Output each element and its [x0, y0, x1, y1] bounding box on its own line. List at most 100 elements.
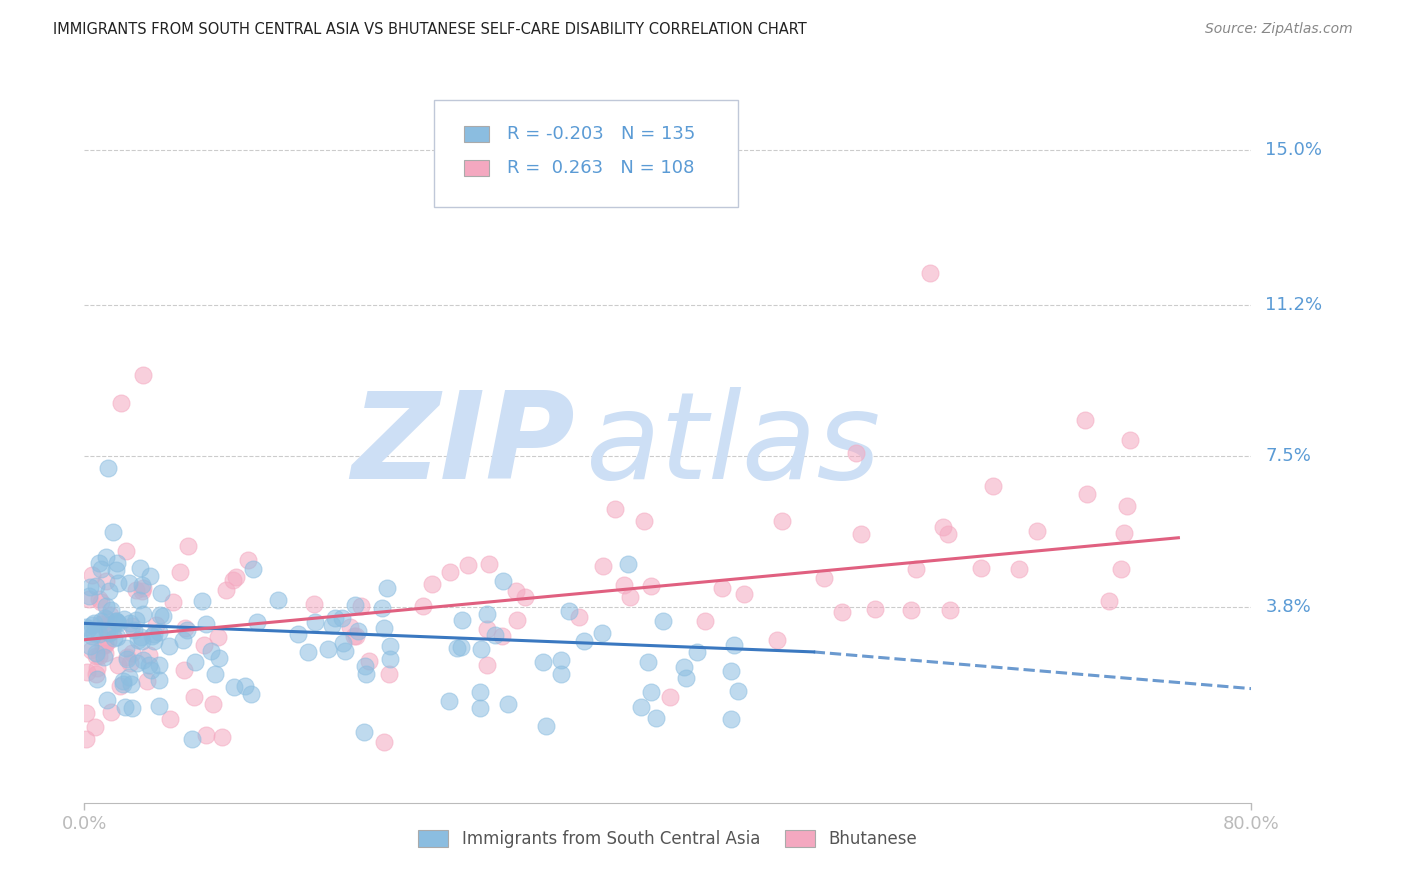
Point: [75, 732, 97, 747]
Point: [765, 632, 787, 647]
Point: [114, 543, 136, 558]
Point: [592, 558, 614, 573]
Point: [148, 607, 170, 622]
Point: [142, 634, 165, 648]
Point: [77, 622, 100, 636]
Point: [98, 608, 121, 623]
Point: [475, 607, 498, 621]
Point: [905, 561, 928, 575]
Point: [550, 667, 572, 681]
Point: [200, 643, 222, 657]
Point: [76, 665, 98, 680]
Point: [96, 624, 118, 638]
Point: [339, 620, 361, 634]
Text: 7.5%: 7.5%: [1265, 447, 1312, 466]
Point: [491, 629, 513, 643]
Point: [1076, 487, 1098, 501]
Point: [118, 656, 141, 670]
Point: [125, 613, 148, 627]
Point: [723, 638, 745, 652]
Point: [112, 612, 135, 626]
Bar: [464, 160, 489, 176]
Point: [89, 627, 111, 641]
Point: [470, 641, 492, 656]
Point: [105, 630, 128, 644]
Point: [173, 621, 195, 635]
Point: [412, 599, 434, 614]
Point: [79, 581, 101, 595]
Point: [142, 626, 165, 640]
Point: [225, 570, 247, 584]
Point: [148, 624, 170, 639]
Point: [235, 679, 257, 693]
Point: [172, 632, 194, 647]
Point: [131, 634, 153, 648]
Point: [149, 586, 172, 600]
Point: [120, 677, 142, 691]
Point: [640, 578, 662, 592]
Point: [686, 645, 709, 659]
Point: [115, 649, 138, 664]
Point: [75, 620, 97, 634]
Point: [107, 658, 129, 673]
Point: [932, 520, 955, 534]
Point: [139, 663, 162, 677]
Point: [103, 631, 125, 645]
Point: [115, 641, 138, 656]
Point: [90, 616, 112, 631]
Point: [105, 615, 128, 629]
Point: [446, 640, 468, 655]
Point: [114, 699, 136, 714]
Point: [378, 652, 401, 666]
Point: [91, 638, 114, 652]
Point: [94, 646, 117, 660]
Point: [505, 584, 527, 599]
Point: [107, 616, 129, 631]
Point: [321, 617, 343, 632]
Point: [693, 615, 716, 629]
Point: [108, 679, 131, 693]
Point: [1109, 562, 1132, 576]
Point: [1098, 594, 1121, 608]
Point: [531, 655, 554, 669]
Point: [75, 706, 97, 721]
Point: [343, 598, 366, 612]
Point: [484, 628, 506, 642]
Point: [195, 728, 218, 742]
Point: [96, 574, 118, 588]
Point: [346, 624, 368, 639]
Point: [450, 640, 472, 654]
Point: [496, 697, 519, 711]
Point: [1074, 413, 1097, 427]
Point: [711, 581, 734, 595]
Point: [84, 646, 107, 660]
Point: [240, 687, 263, 701]
Point: [184, 655, 207, 669]
Point: [770, 515, 793, 529]
Point: [191, 594, 214, 608]
Point: [572, 634, 595, 648]
Point: [193, 638, 215, 652]
Point: [851, 526, 873, 541]
Point: [162, 595, 184, 609]
Point: [323, 611, 346, 625]
Point: [357, 654, 380, 668]
Point: [672, 659, 695, 673]
Text: IMMIGRANTS FROM SOUTH CENTRAL ASIA VS BHUTANESE SELF-CARE DISABILITY CORRELATION: IMMIGRANTS FROM SOUTH CENTRAL ASIA VS BH…: [53, 22, 807, 37]
Text: 3.8%: 3.8%: [1265, 598, 1310, 616]
Point: [506, 613, 529, 627]
Point: [138, 657, 160, 672]
Point: [242, 561, 264, 575]
Point: [492, 574, 515, 588]
Point: [353, 724, 375, 739]
Point: [1119, 434, 1142, 448]
Point: [568, 609, 591, 624]
Point: [105, 556, 128, 570]
Point: [87, 649, 110, 664]
Point: [101, 624, 124, 639]
Point: [920, 266, 942, 280]
Point: [97, 618, 120, 632]
Point: [371, 601, 394, 615]
Point: [287, 627, 309, 641]
Point: [831, 605, 853, 619]
